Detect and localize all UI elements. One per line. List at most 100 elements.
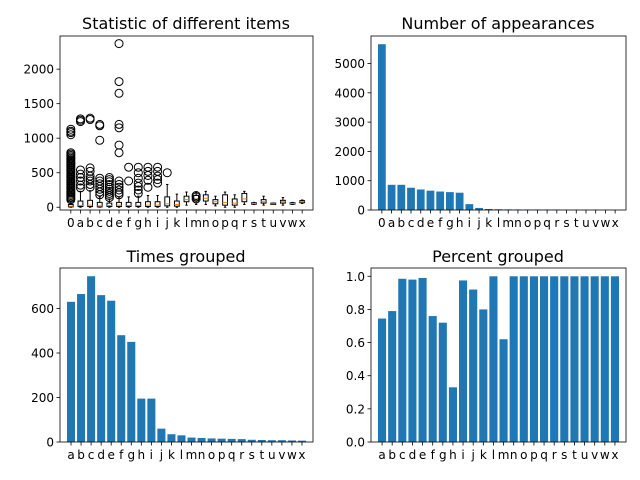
outlier-point	[95, 176, 105, 186]
outlier-point	[104, 186, 114, 196]
y-tick-label: 0	[46, 436, 54, 450]
outlier-point	[153, 178, 163, 188]
box-item	[95, 119, 105, 208]
box-item	[162, 168, 172, 208]
outlier-point	[75, 169, 85, 179]
outlier-point	[114, 176, 124, 186]
bar	[479, 309, 488, 442]
outlier-point	[75, 165, 85, 175]
box-item	[270, 202, 277, 205]
outlier-point	[95, 119, 105, 129]
bar	[436, 191, 445, 210]
x-tick-label: k	[168, 448, 175, 462]
x-tick-label: o	[524, 216, 531, 230]
box-item	[299, 199, 306, 204]
x-tick-label: s	[251, 216, 257, 230]
outlier-point	[114, 88, 124, 98]
outlier-point	[104, 177, 114, 187]
bar	[459, 280, 468, 442]
box-item	[114, 39, 124, 208]
outlier-point	[85, 113, 95, 123]
x-tick-label: i	[150, 448, 153, 462]
outlier-point	[143, 166, 153, 176]
outlier-point	[114, 179, 124, 189]
x-tick-label: w	[600, 448, 610, 462]
bar	[378, 318, 387, 442]
box-item	[241, 190, 248, 205]
x-tick-label: n	[198, 448, 206, 462]
y-tick-label: 1.0	[346, 270, 365, 284]
bar	[519, 276, 528, 442]
bar	[377, 44, 386, 210]
x-tick-label: f	[438, 216, 443, 230]
x-tick-label: q	[231, 216, 239, 230]
box-item	[191, 191, 201, 205]
box-item	[85, 113, 95, 208]
x-tick-label: w	[601, 216, 611, 230]
x-tick-label: x	[299, 216, 306, 230]
percent-grouped-bar-panel: Percent grouped 0.0 0.2 0.4 0.6 0.8 1.0 a b c d e f…	[346, 247, 627, 462]
x-tick-label: a	[67, 448, 74, 462]
y-tick-label: 600	[31, 302, 54, 316]
x-tick-label: h	[449, 448, 457, 462]
bar	[87, 276, 96, 442]
bar	[187, 437, 196, 442]
y-tick-label: 0.8	[346, 303, 365, 317]
x-tick-label: x	[298, 448, 305, 462]
x-tick-label: c	[408, 216, 415, 230]
box-body	[173, 200, 180, 207]
chart-title: Number of appearances	[401, 14, 594, 33]
outlier-point	[95, 179, 105, 189]
bar	[287, 440, 296, 442]
x-tick-label: k	[485, 216, 492, 230]
box-item	[231, 194, 238, 208]
x-tick-label: h	[456, 216, 464, 230]
box-body	[116, 201, 122, 208]
outlier-point	[66, 148, 76, 158]
x-tick-label: p	[530, 448, 538, 462]
y-tick-label: 0	[357, 204, 365, 218]
box-item	[124, 162, 134, 208]
x-tick-label: q	[228, 448, 236, 462]
outlier-point	[133, 185, 143, 195]
chart-title: Statistic of different items	[82, 14, 290, 33]
box-item	[104, 173, 114, 208]
x-tick-label: f	[431, 448, 436, 462]
outlier-point	[124, 176, 134, 186]
box-item	[183, 191, 190, 206]
x-tick-label: w	[288, 216, 298, 230]
outlier-point	[114, 119, 124, 129]
bar	[469, 289, 478, 442]
x-tick-label: d	[97, 448, 105, 462]
x-tick-label: l	[497, 216, 500, 230]
x-tick-label: e	[427, 216, 434, 230]
times-grouped-bar-panel: Times grouped 0 200 400 600 a b c d e f g h i j k l m n o p…	[31, 247, 314, 462]
x-tick-label: m	[190, 216, 202, 230]
y-tick-label: 500	[31, 166, 54, 180]
y-tick-label: 1500	[23, 97, 54, 111]
bar	[247, 439, 256, 442]
x-tick-label: o	[520, 448, 527, 462]
x-tick-label: m	[502, 216, 514, 230]
x-tick-label: u	[582, 216, 590, 230]
x-tick-label: c	[399, 448, 406, 462]
x-tick-label: l	[492, 448, 495, 462]
bar	[499, 339, 508, 442]
x-tick-label: j	[476, 216, 480, 230]
bar	[157, 428, 166, 442]
outlier-point	[114, 39, 124, 49]
x-tick-label: m	[498, 448, 510, 462]
outlier-point	[191, 194, 201, 204]
outlier-point	[153, 162, 163, 172]
y-tick-label: 0.4	[346, 369, 365, 383]
box-item	[202, 190, 209, 205]
bar	[465, 204, 474, 210]
x-tick-label: i	[468, 216, 471, 230]
box-body	[77, 200, 84, 208]
box-body	[106, 202, 113, 208]
outlier-point	[104, 179, 114, 189]
bar	[237, 439, 246, 442]
x-tick-label: l	[185, 216, 188, 230]
chart-title: Times grouped	[125, 247, 245, 266]
